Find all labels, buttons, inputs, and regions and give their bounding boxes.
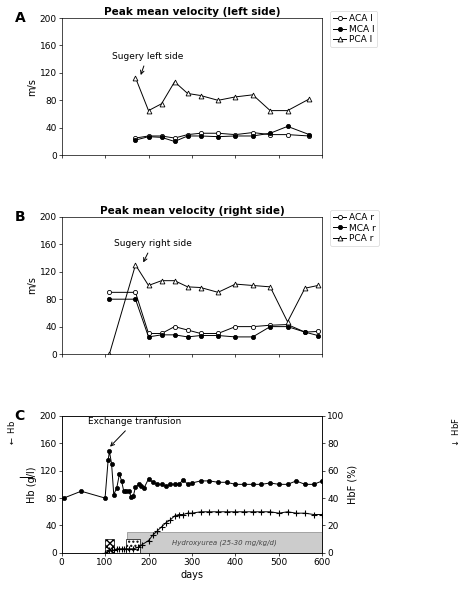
Y-axis label: Hb (g/l): Hb (g/l) [27, 466, 36, 502]
Bar [105, 539, 114, 553]
X-axis label: days: days [181, 570, 203, 579]
Legend: ACA l, MCA l, PCA l: ACA l, MCA l, PCA l [330, 11, 377, 47]
Legend: ACA r, MCA r, PCA r: ACA r, MCA r, PCA r [330, 210, 379, 246]
Y-axis label: m/s: m/s [27, 276, 36, 294]
Text: B: B [15, 210, 25, 224]
Text: Hydroxyurea (25-30 mg/kg/d): Hydroxyurea (25-30 mg/kg/d) [172, 539, 277, 546]
Bar [127, 532, 322, 553]
Title: Peak mean velocity (left side): Peak mean velocity (left side) [104, 7, 280, 17]
Text: Sugery left side: Sugery left side [111, 52, 183, 74]
Y-axis label: HbF (%): HbF (%) [347, 465, 357, 504]
Text: C: C [15, 409, 25, 423]
Text: Sugery right side: Sugery right side [114, 239, 191, 261]
Text: $\leftarrow$ Hb: $\leftarrow$ Hb [6, 419, 18, 446]
Title: Peak mean velocity (right side): Peak mean velocity (right side) [100, 206, 284, 216]
Y-axis label: m/s: m/s [27, 78, 36, 96]
Text: A: A [15, 11, 26, 25]
Text: Exchange tranfusion: Exchange tranfusion [88, 417, 181, 446]
Text: $\downarrow$ HbF: $\downarrow$ HbF [449, 417, 461, 448]
Bar [126, 539, 140, 553]
